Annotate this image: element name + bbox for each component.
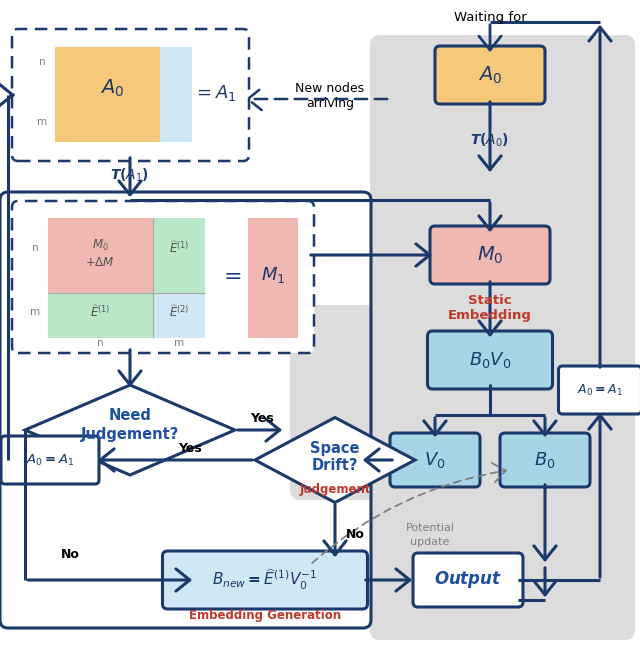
Text: arriving: arriving	[306, 96, 354, 109]
Text: m: m	[174, 338, 184, 348]
Text: Yes: Yes	[178, 442, 202, 455]
Text: Space: Space	[310, 440, 360, 455]
Text: $\boldsymbol{T(A_1)}$: $\boldsymbol{T(A_1)}$	[111, 166, 150, 184]
Text: $\boldsymbol{M_1}$: $\boldsymbol{M_1}$	[260, 265, 285, 285]
FancyBboxPatch shape	[413, 553, 523, 607]
Text: Embedding: Embedding	[448, 308, 532, 322]
Text: $\boldsymbol{B_0V_0}$: $\boldsymbol{B_0V_0}$	[469, 350, 511, 370]
FancyBboxPatch shape	[153, 218, 205, 293]
Text: $\boldsymbol{Output}$: $\boldsymbol{Output}$	[434, 569, 502, 590]
FancyBboxPatch shape	[48, 293, 153, 338]
Polygon shape	[25, 385, 235, 475]
Polygon shape	[255, 418, 415, 503]
FancyBboxPatch shape	[500, 433, 590, 487]
FancyBboxPatch shape	[1, 436, 99, 484]
Text: No: No	[61, 548, 79, 561]
Text: Yes: Yes	[250, 411, 274, 424]
FancyBboxPatch shape	[390, 433, 480, 487]
FancyBboxPatch shape	[559, 366, 640, 414]
FancyBboxPatch shape	[55, 47, 160, 142]
Text: m: m	[30, 307, 40, 317]
FancyBboxPatch shape	[12, 29, 249, 161]
Text: $\boldsymbol{A_0 = A_1}$: $\boldsymbol{A_0 = A_1}$	[26, 453, 74, 467]
Text: m: m	[37, 117, 47, 127]
Text: $\boldsymbol{A_0}$: $\boldsymbol{A_0}$	[478, 65, 502, 86]
Text: Embedding Generation: Embedding Generation	[189, 608, 341, 621]
Text: $\widehat{E}^{(2)}$: $\widehat{E}^{(2)}$	[169, 304, 189, 320]
Text: $\boldsymbol{V_0}$: $\boldsymbol{V_0}$	[424, 450, 445, 470]
Text: $\boldsymbol{T(A_0)}$: $\boldsymbol{T(A_0)}$	[470, 131, 509, 149]
Text: $\widehat{E}^{(1)}$: $\widehat{E}^{(1)}$	[169, 240, 189, 256]
Text: update: update	[410, 537, 450, 547]
Text: Judgement: Judgement	[300, 484, 371, 496]
Text: $= \boldsymbol{A_1}$: $= \boldsymbol{A_1}$	[193, 83, 237, 103]
FancyBboxPatch shape	[290, 305, 495, 500]
FancyBboxPatch shape	[160, 47, 192, 142]
Text: $M_0$: $M_0$	[92, 237, 108, 252]
Text: $\widehat{E}^{(1)}$: $\widehat{E}^{(1)}$	[90, 304, 110, 320]
Text: $\boldsymbol{B_0}$: $\boldsymbol{B_0}$	[534, 450, 556, 470]
Text: Drift?: Drift?	[312, 457, 358, 473]
Text: n: n	[97, 338, 103, 348]
Text: $\boldsymbol{B_{new}=\widehat{E}^{(1)}V_0^{-1}}$: $\boldsymbol{B_{new}=\widehat{E}^{(1)}V_…	[212, 568, 317, 592]
FancyBboxPatch shape	[428, 331, 552, 389]
Text: $\boldsymbol{A_0 = A_1}$: $\boldsymbol{A_0 = A_1}$	[577, 382, 623, 397]
Text: $\boldsymbol{A_0}$: $\boldsymbol{A_0}$	[100, 77, 124, 99]
Text: Judgement?: Judgement?	[81, 428, 179, 442]
FancyBboxPatch shape	[163, 551, 367, 609]
Text: n: n	[38, 57, 45, 67]
FancyBboxPatch shape	[153, 293, 205, 338]
Text: n: n	[32, 243, 38, 253]
Text: Potential: Potential	[406, 523, 454, 533]
Text: Static: Static	[468, 293, 512, 306]
Text: Need: Need	[109, 407, 152, 422]
Text: No: No	[346, 529, 364, 542]
Text: $\boldsymbol{M_0}$: $\boldsymbol{M_0}$	[477, 244, 503, 266]
Text: $=$: $=$	[219, 265, 241, 285]
FancyBboxPatch shape	[48, 218, 153, 293]
FancyBboxPatch shape	[435, 46, 545, 104]
Text: $+\Delta M$: $+\Delta M$	[85, 256, 115, 270]
Text: New nodes: New nodes	[296, 82, 365, 94]
FancyBboxPatch shape	[370, 35, 635, 640]
FancyBboxPatch shape	[12, 201, 314, 353]
FancyBboxPatch shape	[430, 226, 550, 284]
Text: Waiting for: Waiting for	[454, 11, 526, 24]
FancyBboxPatch shape	[248, 218, 298, 338]
